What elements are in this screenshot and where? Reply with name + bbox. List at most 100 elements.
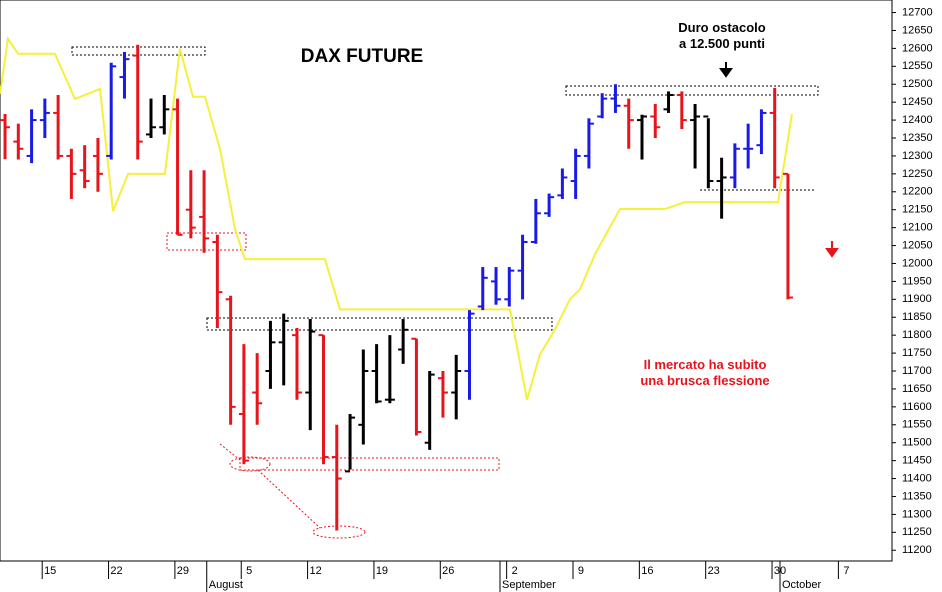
x-tick-label: 16 <box>641 565 653 577</box>
ellipse <box>312 525 366 539</box>
ohlc-bar <box>119 51 130 99</box>
x-tick-label: 22 <box>110 565 122 577</box>
ohlc-bar <box>318 334 329 465</box>
y-tick-label: 12600 <box>902 42 933 54</box>
y-tick-label: 11900 <box>902 293 932 305</box>
ohlc-bar <box>583 118 594 169</box>
support-boxes <box>71 46 819 331</box>
ohlc-bar <box>172 98 183 236</box>
y-tick-label: 12250 <box>902 168 933 180</box>
ohlc-bar <box>597 93 608 119</box>
ohlc-bar <box>424 371 435 450</box>
ohlc-bar <box>371 344 382 404</box>
x-tick-label: 19 <box>376 565 388 577</box>
annotation-line: una brusca flessione <box>640 373 769 388</box>
ohlc-bar <box>265 320 276 389</box>
y-tick-label: 11850 <box>902 311 932 323</box>
ohlc-bar <box>212 234 223 328</box>
y-tick-label: 11550 <box>902 419 932 431</box>
ohlc-bar <box>729 143 740 189</box>
plot-frame <box>0 0 893 562</box>
ohlc-bar <box>530 198 541 244</box>
ohlc-bar <box>345 414 356 473</box>
x-tick-label: 15 <box>44 565 56 577</box>
x-tick-label: 7 <box>843 565 849 577</box>
ohlc-bar <box>557 168 568 199</box>
ohlc-bar <box>278 313 289 386</box>
ohlc-bar <box>743 123 754 169</box>
ohlc-bar <box>185 170 196 239</box>
chart-title: DAX FUTURE <box>301 46 423 67</box>
y-tick-label: 11700 <box>902 365 932 377</box>
y-tick-label: 12450 <box>902 96 933 108</box>
ohlc-bar <box>106 62 117 160</box>
ohlc-bar <box>451 354 462 420</box>
red-boxes <box>166 232 500 539</box>
y-tick-label: 11350 <box>902 490 932 502</box>
y-tick-label: 12550 <box>902 60 933 72</box>
x-tick-label: 5 <box>246 565 252 577</box>
y-tick-label: 12300 <box>902 150 933 162</box>
month-label: October <box>782 579 821 591</box>
ohlc-bar <box>663 91 674 113</box>
ohlc-bar <box>331 424 342 531</box>
y-tick-label: 11650 <box>902 383 932 395</box>
arrow <box>719 62 733 78</box>
x-tick-label: 23 <box>708 565 720 577</box>
ohlc-bar <box>92 138 103 192</box>
y-tick-label: 11250 <box>902 526 932 538</box>
ohlc-bar <box>690 103 701 169</box>
annotation-line: a 12.500 punti <box>679 36 765 51</box>
ohlc-bar <box>411 337 422 436</box>
y-tick-label: 11750 <box>902 347 932 359</box>
y-tick-label: 11300 <box>902 508 932 520</box>
ohlc-bar <box>291 327 302 400</box>
ohlc-bar <box>437 371 448 418</box>
ohlc-bar <box>132 44 143 160</box>
y-tick-label: 12650 <box>902 24 933 36</box>
ohlc-bar <box>358 349 369 445</box>
ohlc-bar <box>610 84 621 113</box>
y-tick-label: 12200 <box>902 186 933 198</box>
ohlc-bar <box>517 234 528 300</box>
ohlc-bar <box>146 98 157 139</box>
y-tick-label: 12050 <box>902 239 933 251</box>
ohlc-bar <box>491 267 502 305</box>
ohlc-bar <box>398 319 409 364</box>
ohlc-bar <box>464 310 475 400</box>
ohlc-bar <box>384 335 395 404</box>
ohlc-bar <box>756 109 767 155</box>
y-tick-label: 12000 <box>902 257 933 269</box>
ohlc-bar <box>782 172 793 300</box>
x-tick-label: 12 <box>309 565 321 577</box>
box <box>71 46 206 56</box>
ohlc-bar <box>623 98 634 149</box>
ellipse <box>229 456 271 472</box>
y-tick-label: 12100 <box>902 222 933 234</box>
ohlc-bar <box>504 267 515 307</box>
ohlc-bar <box>650 103 661 139</box>
y-tick-label: 12350 <box>902 132 933 144</box>
y-tick-label: 11400 <box>902 472 932 484</box>
ohlc-bar <box>676 91 687 130</box>
ohlc-bar <box>636 114 647 160</box>
annotation-line: Il mercato ha subito <box>644 357 767 372</box>
y-tick-label: 12500 <box>902 78 933 90</box>
ohlc-bar <box>570 148 581 199</box>
ohlc-bar <box>26 109 37 164</box>
y-tick-label: 11450 <box>902 455 932 467</box>
ohlc-bar <box>225 295 236 425</box>
ohlc-bar <box>199 170 210 253</box>
x-tick-label: 26 <box>442 565 454 577</box>
ohlc-bar <box>716 157 727 219</box>
y-tick-label: 11950 <box>902 275 932 287</box>
arrow <box>825 241 839 258</box>
ohlc-bar <box>477 267 488 311</box>
ohlc-bar <box>13 123 24 160</box>
annotation: Il mercato ha subito una brusca flessione <box>640 357 769 388</box>
ohlc-bar <box>238 344 249 465</box>
ohlc-bar <box>0 113 11 160</box>
moving-line <box>0 35 793 400</box>
ohlc-bar <box>544 193 555 217</box>
y-tick-label: 12150 <box>902 204 933 216</box>
